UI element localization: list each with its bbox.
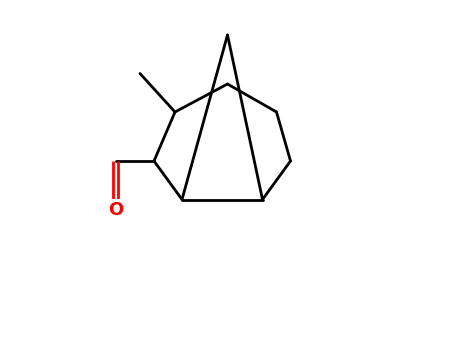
Text: O: O [108,201,123,219]
